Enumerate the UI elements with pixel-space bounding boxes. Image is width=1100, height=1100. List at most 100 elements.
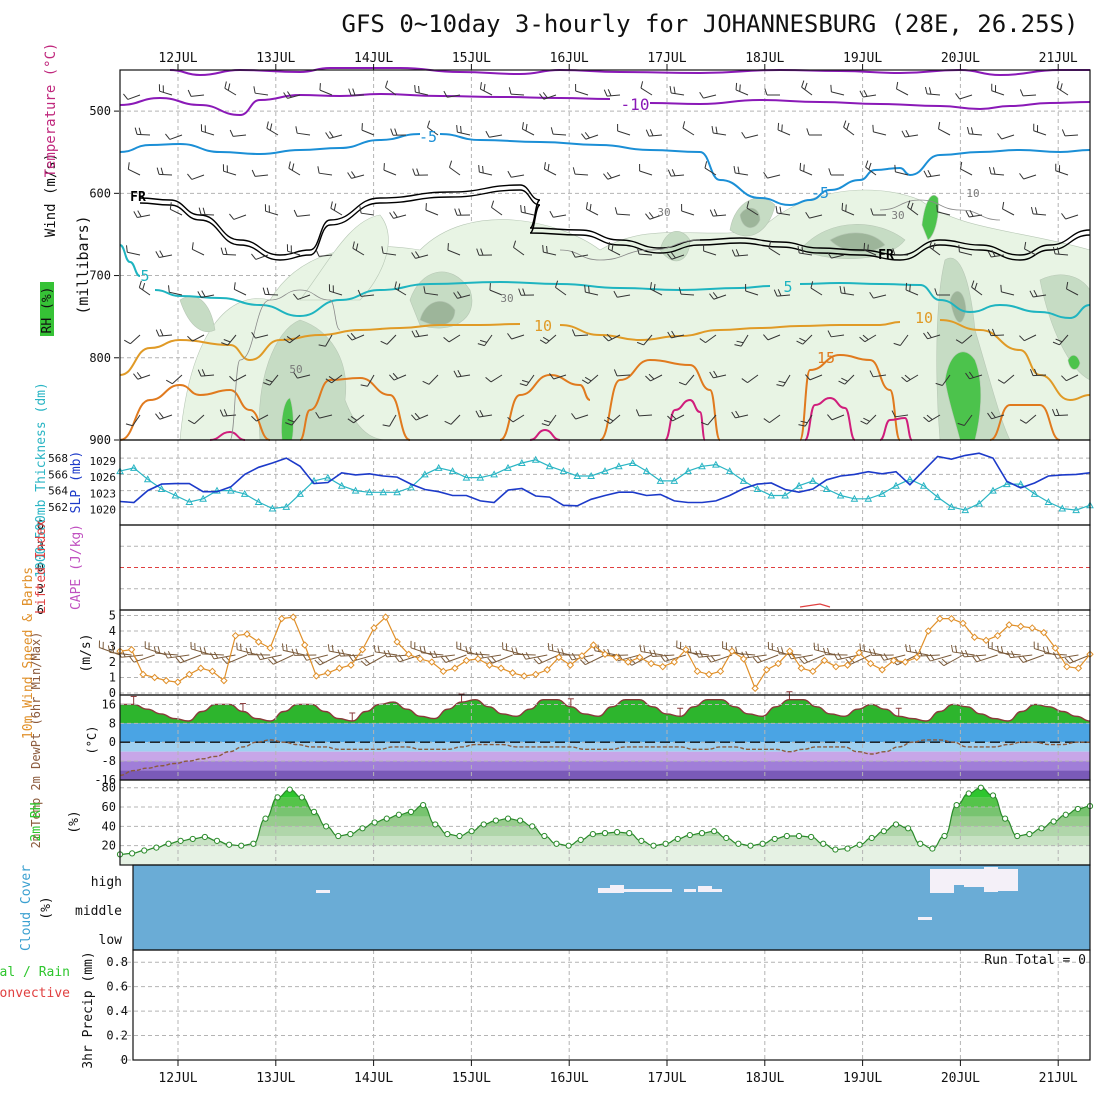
wind-barb-feather [992, 167, 996, 175]
upper-wind-barb [938, 128, 951, 136]
wind-barb-feather [256, 653, 261, 660]
wind-barb-feather [781, 124, 783, 132]
upper-wind-barb [319, 414, 333, 419]
isotherm-line [499, 373, 591, 441]
wind-barb-feather [347, 172, 352, 179]
upper-wind-barb [617, 294, 631, 298]
rh-marker [977, 784, 984, 791]
upper-wind-barb [287, 250, 301, 256]
wind-barb-feather [869, 370, 874, 378]
upper-wind-barb [266, 127, 279, 136]
rh-shaded-region [1067, 355, 1081, 370]
upper-wind-barb [680, 293, 695, 296]
contour-label: -5 [811, 184, 829, 202]
wind-barb-feather [1022, 655, 1028, 662]
cape-marker [799, 603, 831, 608]
wind-barb-feather [868, 162, 872, 170]
contour-label: 30 [891, 209, 904, 222]
wind-barb-feather [991, 249, 996, 257]
upper-wind-barb [672, 414, 685, 422]
upper-wind-barb [777, 294, 791, 297]
wind-barb-feather [293, 209, 298, 217]
wind-barb-feather [673, 86, 676, 94]
wind-barb-feather [357, 289, 362, 297]
wind-barb-feather [240, 643, 242, 651]
wind-barb-feather [957, 422, 965, 426]
wind-speed-marker [855, 649, 863, 657]
upper-wind-barb [575, 90, 589, 96]
upper-wind-barb [707, 414, 717, 426]
wind-barb-feather [543, 162, 546, 170]
contour-label: 30 [500, 292, 513, 305]
upper-wind-barb [512, 414, 525, 423]
li-axis-label: Lifted Index [34, 520, 49, 614]
wind-barb-feather [359, 206, 362, 214]
thickness-marker [795, 481, 803, 489]
wind-barb-feather [830, 84, 832, 92]
upper-wind-barb [735, 414, 749, 419]
wind-speed-marker [370, 624, 378, 632]
upper-wind-barb [490, 374, 503, 383]
contour-label: -10 [621, 95, 650, 114]
upper-wind-barb [1066, 288, 1079, 296]
thickness-marker [171, 491, 180, 499]
thickness-marker [601, 467, 609, 475]
li-tick-label: 6 [37, 518, 44, 532]
upper-wind-barb [971, 286, 983, 296]
thickness-marker [254, 497, 263, 505]
wind-barb-feather [444, 655, 450, 662]
date-label-bottom: 17JUL [647, 1071, 686, 1086]
cloud-blob [684, 889, 696, 892]
rh-marker [941, 832, 948, 840]
upper-wind-barb [1064, 134, 1079, 137]
wind-barb-feather [268, 658, 274, 665]
isotherm-line [439, 133, 1091, 207]
thickness-marker [947, 502, 956, 510]
thickness-marker [698, 462, 706, 470]
wind-barb-feather [286, 336, 294, 341]
wind-barb-feather [879, 654, 885, 661]
upper-wind-barb [809, 374, 823, 381]
rh-marker [711, 828, 718, 835]
wind-barb-feather [1061, 375, 1067, 382]
isotherm-line [154, 280, 771, 318]
thickness-marker [490, 470, 498, 478]
temp-color-band [120, 723, 1090, 743]
thickness-tick-label: 568 [48, 452, 68, 465]
wind-barb-feather [245, 647, 249, 655]
wind-barb-feather [295, 126, 298, 134]
date-label-top: 18JUL [745, 51, 784, 66]
upper-wind-barb [1022, 94, 1037, 97]
rh-marker [965, 790, 972, 797]
pressure-tick-label: 700 [89, 269, 111, 283]
wind-barb-feather [863, 89, 868, 97]
wind-barb-feather [1018, 656, 1024, 663]
thickness-marker [559, 467, 568, 475]
upper-wind-barb [831, 91, 845, 96]
wind-barb-feather [225, 656, 231, 663]
wind-barb-feather [671, 330, 676, 338]
upper-wind-barb [801, 86, 813, 96]
wind-barb-feather [1002, 201, 1005, 209]
thickness-marker [157, 484, 166, 492]
wind-barb-feather [699, 650, 704, 658]
rh-marker [565, 842, 572, 849]
temp2m-unit-label: (°C) [85, 726, 99, 755]
wind-speed-marker [439, 667, 448, 676]
wind-barb-feather [863, 644, 866, 652]
wind-barb-feather [867, 244, 869, 252]
contour-label: 15 [817, 349, 835, 367]
upper-wind-barb [289, 334, 301, 344]
wind-barb-feather [557, 648, 561, 656]
wind-barb-feather [318, 344, 326, 347]
wind-speed-marker [254, 638, 263, 646]
wind-barb-feather [266, 121, 269, 129]
upper-wind-barb [137, 214, 151, 218]
rh-tick-label: 20 [102, 839, 116, 853]
upper-wind-barb [457, 374, 471, 378]
rh-shaded-region [921, 195, 939, 241]
wind-barb-feather [777, 646, 780, 654]
rh-marker [1026, 830, 1033, 838]
wind-barb-feather [581, 379, 589, 384]
rh-marker [638, 837, 645, 844]
